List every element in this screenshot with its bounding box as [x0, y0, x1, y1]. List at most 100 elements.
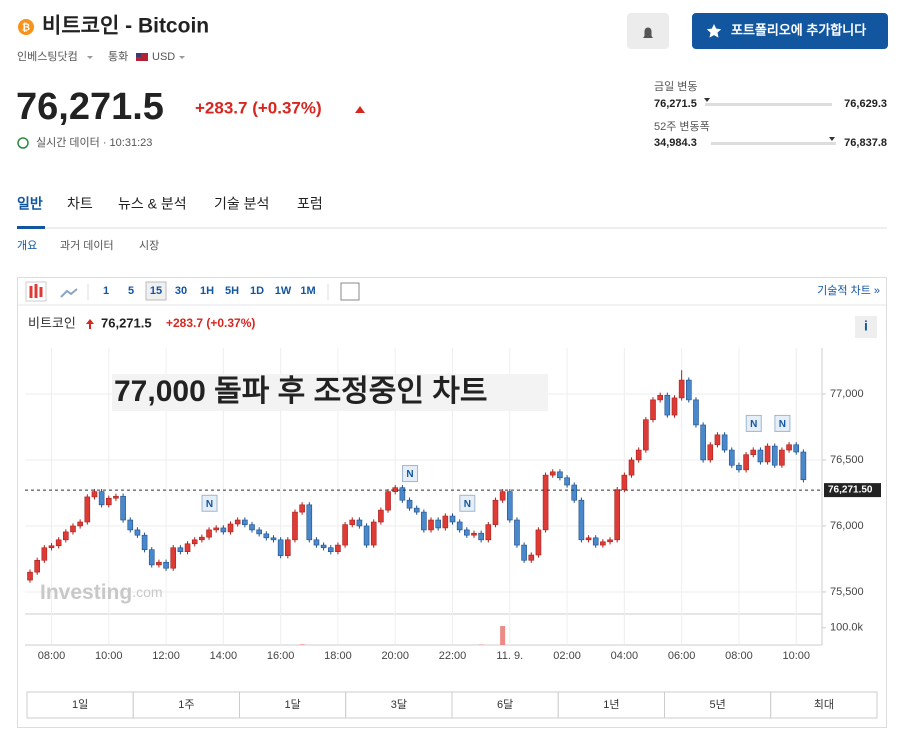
candle-body [363, 525, 370, 546]
source[interactable]: 인베스팅닷컴 [17, 50, 78, 63]
interval[interactable]: 30 [175, 285, 187, 297]
candle-body [113, 495, 119, 499]
candle-body [578, 499, 585, 541]
news-marker[interactable] [459, 494, 476, 512]
x-tick-label: 18:00 [324, 650, 352, 662]
range-button[interactable] [239, 691, 347, 719]
candle-body [227, 523, 234, 533]
candle-body [549, 471, 556, 476]
volume-bar [299, 644, 305, 645]
info-button[interactable] [855, 316, 877, 338]
candle-body [492, 499, 499, 525]
x-tick-label: 10:00 [782, 650, 810, 662]
week52-high: 76,837.8 [844, 137, 887, 149]
legend-name: 비트코인 [28, 315, 76, 330]
range-label: 1달 [285, 698, 301, 711]
interval[interactable]: 5 [128, 285, 134, 297]
candle-body [292, 511, 298, 541]
candle-body [385, 491, 391, 511]
day-range-label: 금일 변동 [654, 79, 698, 93]
candle-body [70, 525, 76, 533]
candle-body [270, 537, 277, 541]
candle-body [478, 532, 484, 541]
range-button[interactable] [770, 691, 878, 719]
tab[interactable]: 뉴스 & 분석 [118, 196, 187, 212]
tab[interactable]: 포럼 [297, 196, 323, 212]
news-marker[interactable] [774, 414, 791, 432]
candle-body [650, 399, 656, 420]
candle-type-button[interactable] [25, 281, 47, 302]
watermark: Investing.com [40, 581, 163, 604]
range-button[interactable] [26, 691, 134, 719]
up-arrow [355, 106, 365, 113]
x-tick-label: 12:00 [152, 650, 180, 662]
interval[interactable]: 15 [150, 285, 162, 297]
candle-body [220, 527, 227, 533]
title: 비트코인 - Bitcoin [42, 15, 209, 38]
candle-body [156, 561, 162, 566]
interval[interactable]: 1 [103, 285, 109, 297]
candle-body [120, 495, 126, 521]
candle-body [571, 484, 578, 501]
technical-chart-link[interactable]: 기술적 차트 » [817, 284, 880, 297]
subtab[interactable]: 과거 데이터 [60, 239, 114, 252]
candle-body [557, 471, 563, 479]
legend-arrow [86, 319, 94, 329]
range-button[interactable] [345, 691, 453, 719]
candle-body [542, 474, 549, 531]
news-marker[interactable] [402, 465, 419, 483]
day-low: 76,271.5 [654, 98, 697, 110]
subtab[interactable]: 개요 [17, 239, 37, 252]
portfolio-button[interactable] [692, 13, 888, 49]
interval[interactable]: 1W [275, 285, 292, 297]
candle-body [607, 539, 613, 543]
candle-body [213, 527, 219, 531]
info-icon: i [864, 318, 868, 334]
candle-body [299, 504, 305, 513]
tab[interactable]: 일반 [17, 196, 43, 212]
candle-body [464, 529, 470, 536]
range-button[interactable] [451, 691, 559, 719]
candle-body [643, 419, 649, 451]
y-tick-label: 76,000 [830, 520, 864, 532]
candle-body [635, 449, 642, 461]
candle-body [41, 547, 48, 561]
news-label: N [206, 499, 213, 510]
candle-body [528, 554, 535, 561]
candle-body [242, 519, 248, 525]
candle-body [63, 531, 69, 541]
candle-body [34, 559, 40, 573]
candle-body [600, 541, 606, 546]
candle-body [177, 547, 184, 552]
table-button[interactable] [340, 282, 360, 301]
interval[interactable]: 5H [225, 285, 239, 297]
interval[interactable]: 1M [300, 285, 315, 297]
candle-body [535, 529, 542, 556]
candle-body [671, 397, 678, 416]
tab[interactable]: 차트 [67, 196, 93, 212]
legend-price: 76,271.5 [101, 315, 152, 330]
news-marker[interactable] [201, 494, 218, 512]
range-button[interactable] [557, 691, 665, 719]
range-button[interactable] [664, 691, 772, 719]
news-label: N [464, 499, 471, 510]
tab[interactable]: 기술 분석 [214, 196, 269, 212]
interval[interactable]: 1H [200, 285, 214, 297]
subtab[interactable]: 시장 [139, 239, 159, 252]
currency[interactable]: USD [152, 51, 175, 63]
news-marker[interactable] [745, 414, 762, 432]
candle-body [342, 524, 348, 546]
candle-body [127, 519, 134, 531]
candle-body [48, 545, 55, 549]
candle-body [721, 434, 728, 451]
interval[interactable]: 1D [250, 285, 264, 297]
candle-body [628, 459, 635, 476]
range-label: 최대 [814, 698, 834, 711]
candle-body [285, 539, 291, 556]
last-price-tag [824, 483, 881, 498]
x-tick-label: 10:00 [95, 650, 123, 662]
candle-body [105, 497, 112, 506]
line-type-icon[interactable] [60, 288, 78, 298]
